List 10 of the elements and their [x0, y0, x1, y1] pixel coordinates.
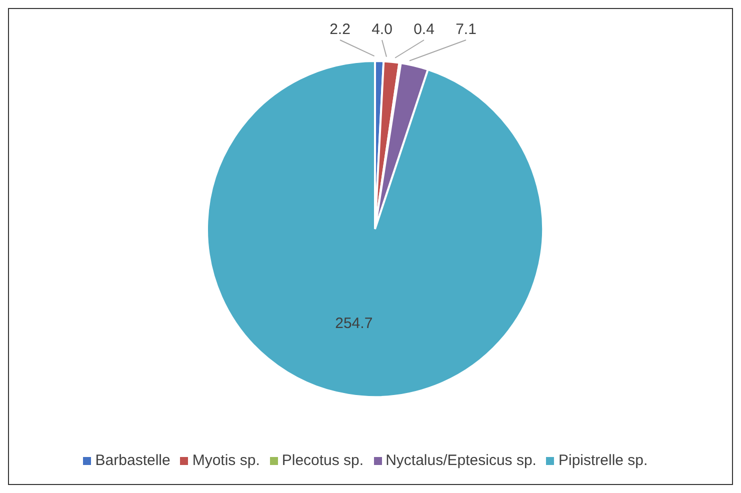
- legend-label: Plecotus sp.: [282, 452, 364, 469]
- legend-label: Myotis sp.: [192, 452, 260, 469]
- legend-label: Pipistrelle sp.: [558, 452, 648, 469]
- data-label: 0.4: [414, 21, 434, 38]
- data-label: 7.1: [456, 21, 476, 38]
- legend-label: Barbastelle: [95, 452, 170, 469]
- data-label: 4.0: [372, 21, 392, 38]
- data-label: 254.7: [335, 315, 373, 332]
- data-label: 2.2: [330, 21, 350, 38]
- legend-label: Nyctalus/Eptesicus sp.: [386, 452, 536, 469]
